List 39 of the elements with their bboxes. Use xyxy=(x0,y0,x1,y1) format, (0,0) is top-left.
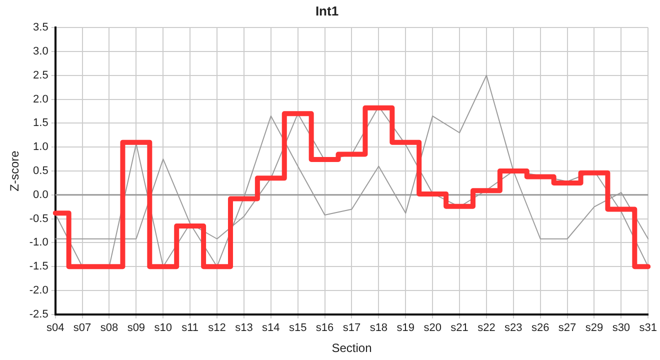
x-tick-label: s31 xyxy=(639,322,658,334)
x-tick-label: s09 xyxy=(127,322,146,334)
y-tick-label: 1.5 xyxy=(33,117,48,130)
x-tick-label: s21 xyxy=(450,322,468,334)
y-tick-label: -1.5 xyxy=(29,260,48,273)
y-tick-label: -2.5 xyxy=(29,308,48,320)
y-tick-label: 1.0 xyxy=(33,141,48,154)
y-tick-label: 2.5 xyxy=(33,69,48,82)
y-tick-label: 0.5 xyxy=(33,165,48,178)
x-tick-label: s22 xyxy=(478,322,496,334)
x-tick-label: s04 xyxy=(46,322,64,334)
y-tick-label: -0.5 xyxy=(29,212,48,225)
x-tick-label: s27 xyxy=(558,322,576,334)
y-tick-label: 0.0 xyxy=(33,188,48,201)
x-tick-label: s18 xyxy=(370,322,388,334)
x-tick-label: s12 xyxy=(208,322,226,334)
x-tick-label: s14 xyxy=(262,322,280,334)
y-tick-label: 3.5 xyxy=(33,22,48,34)
x-tick-label: s16 xyxy=(316,322,334,334)
x-tick-label: s17 xyxy=(342,322,361,334)
x-axis-title: Section xyxy=(332,341,372,356)
x-tick-label: s07 xyxy=(73,322,92,334)
x-tick-label: s08 xyxy=(100,322,118,334)
x-tick-label: s26 xyxy=(531,322,550,334)
y-tick-label: 3.0 xyxy=(33,46,48,58)
x-tick-label: s29 xyxy=(585,322,604,334)
y-tick-label: 2.0 xyxy=(33,93,48,106)
x-tick-label: s23 xyxy=(504,322,522,334)
x-tick-label: s10 xyxy=(154,322,172,334)
y-axis-title: Z-score xyxy=(8,150,22,192)
x-tick-label: s20 xyxy=(424,322,442,334)
x-tick-label: s13 xyxy=(235,322,253,334)
x-tick-label: s19 xyxy=(396,322,415,334)
x-tick-label: s15 xyxy=(288,322,307,334)
y-tick-label: -2.0 xyxy=(29,284,48,297)
chart-title: Int1 xyxy=(315,3,339,18)
x-tick-label: s11 xyxy=(182,322,199,334)
y-tick-label: -1.0 xyxy=(29,236,48,249)
x-tick-label: s30 xyxy=(612,322,630,334)
